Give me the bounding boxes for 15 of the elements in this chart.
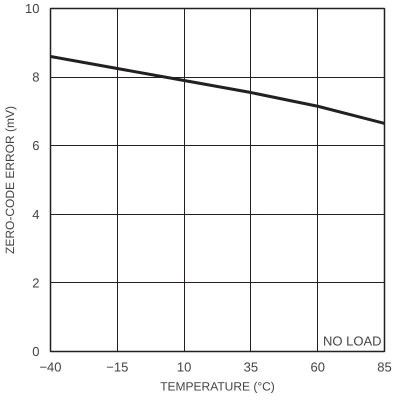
x-tick-label: −15: [106, 360, 128, 374]
y-tick-label: 6: [32, 138, 40, 154]
x-tick-label: 10: [176, 360, 192, 374]
y-axis-title: ZERO-CODE ERROR (mV): [3, 106, 18, 254]
x-tick-label: −40: [39, 360, 62, 374]
y-tick-label: 4: [32, 206, 40, 222]
y-tick-label: 10: [25, 1, 40, 16]
y-tick-label: 0: [32, 344, 40, 359]
y-tick-label: 8: [32, 70, 40, 85]
x-tick-label: 35: [244, 360, 258, 374]
x-axis-title: TEMPERATURE (°C): [160, 380, 275, 394]
annotation: NO LOAD: [322, 334, 382, 348]
x-tick-label: 85: [377, 360, 392, 374]
y-tick-label: 2: [32, 275, 40, 290]
x-tick-label: 60: [310, 360, 325, 374]
